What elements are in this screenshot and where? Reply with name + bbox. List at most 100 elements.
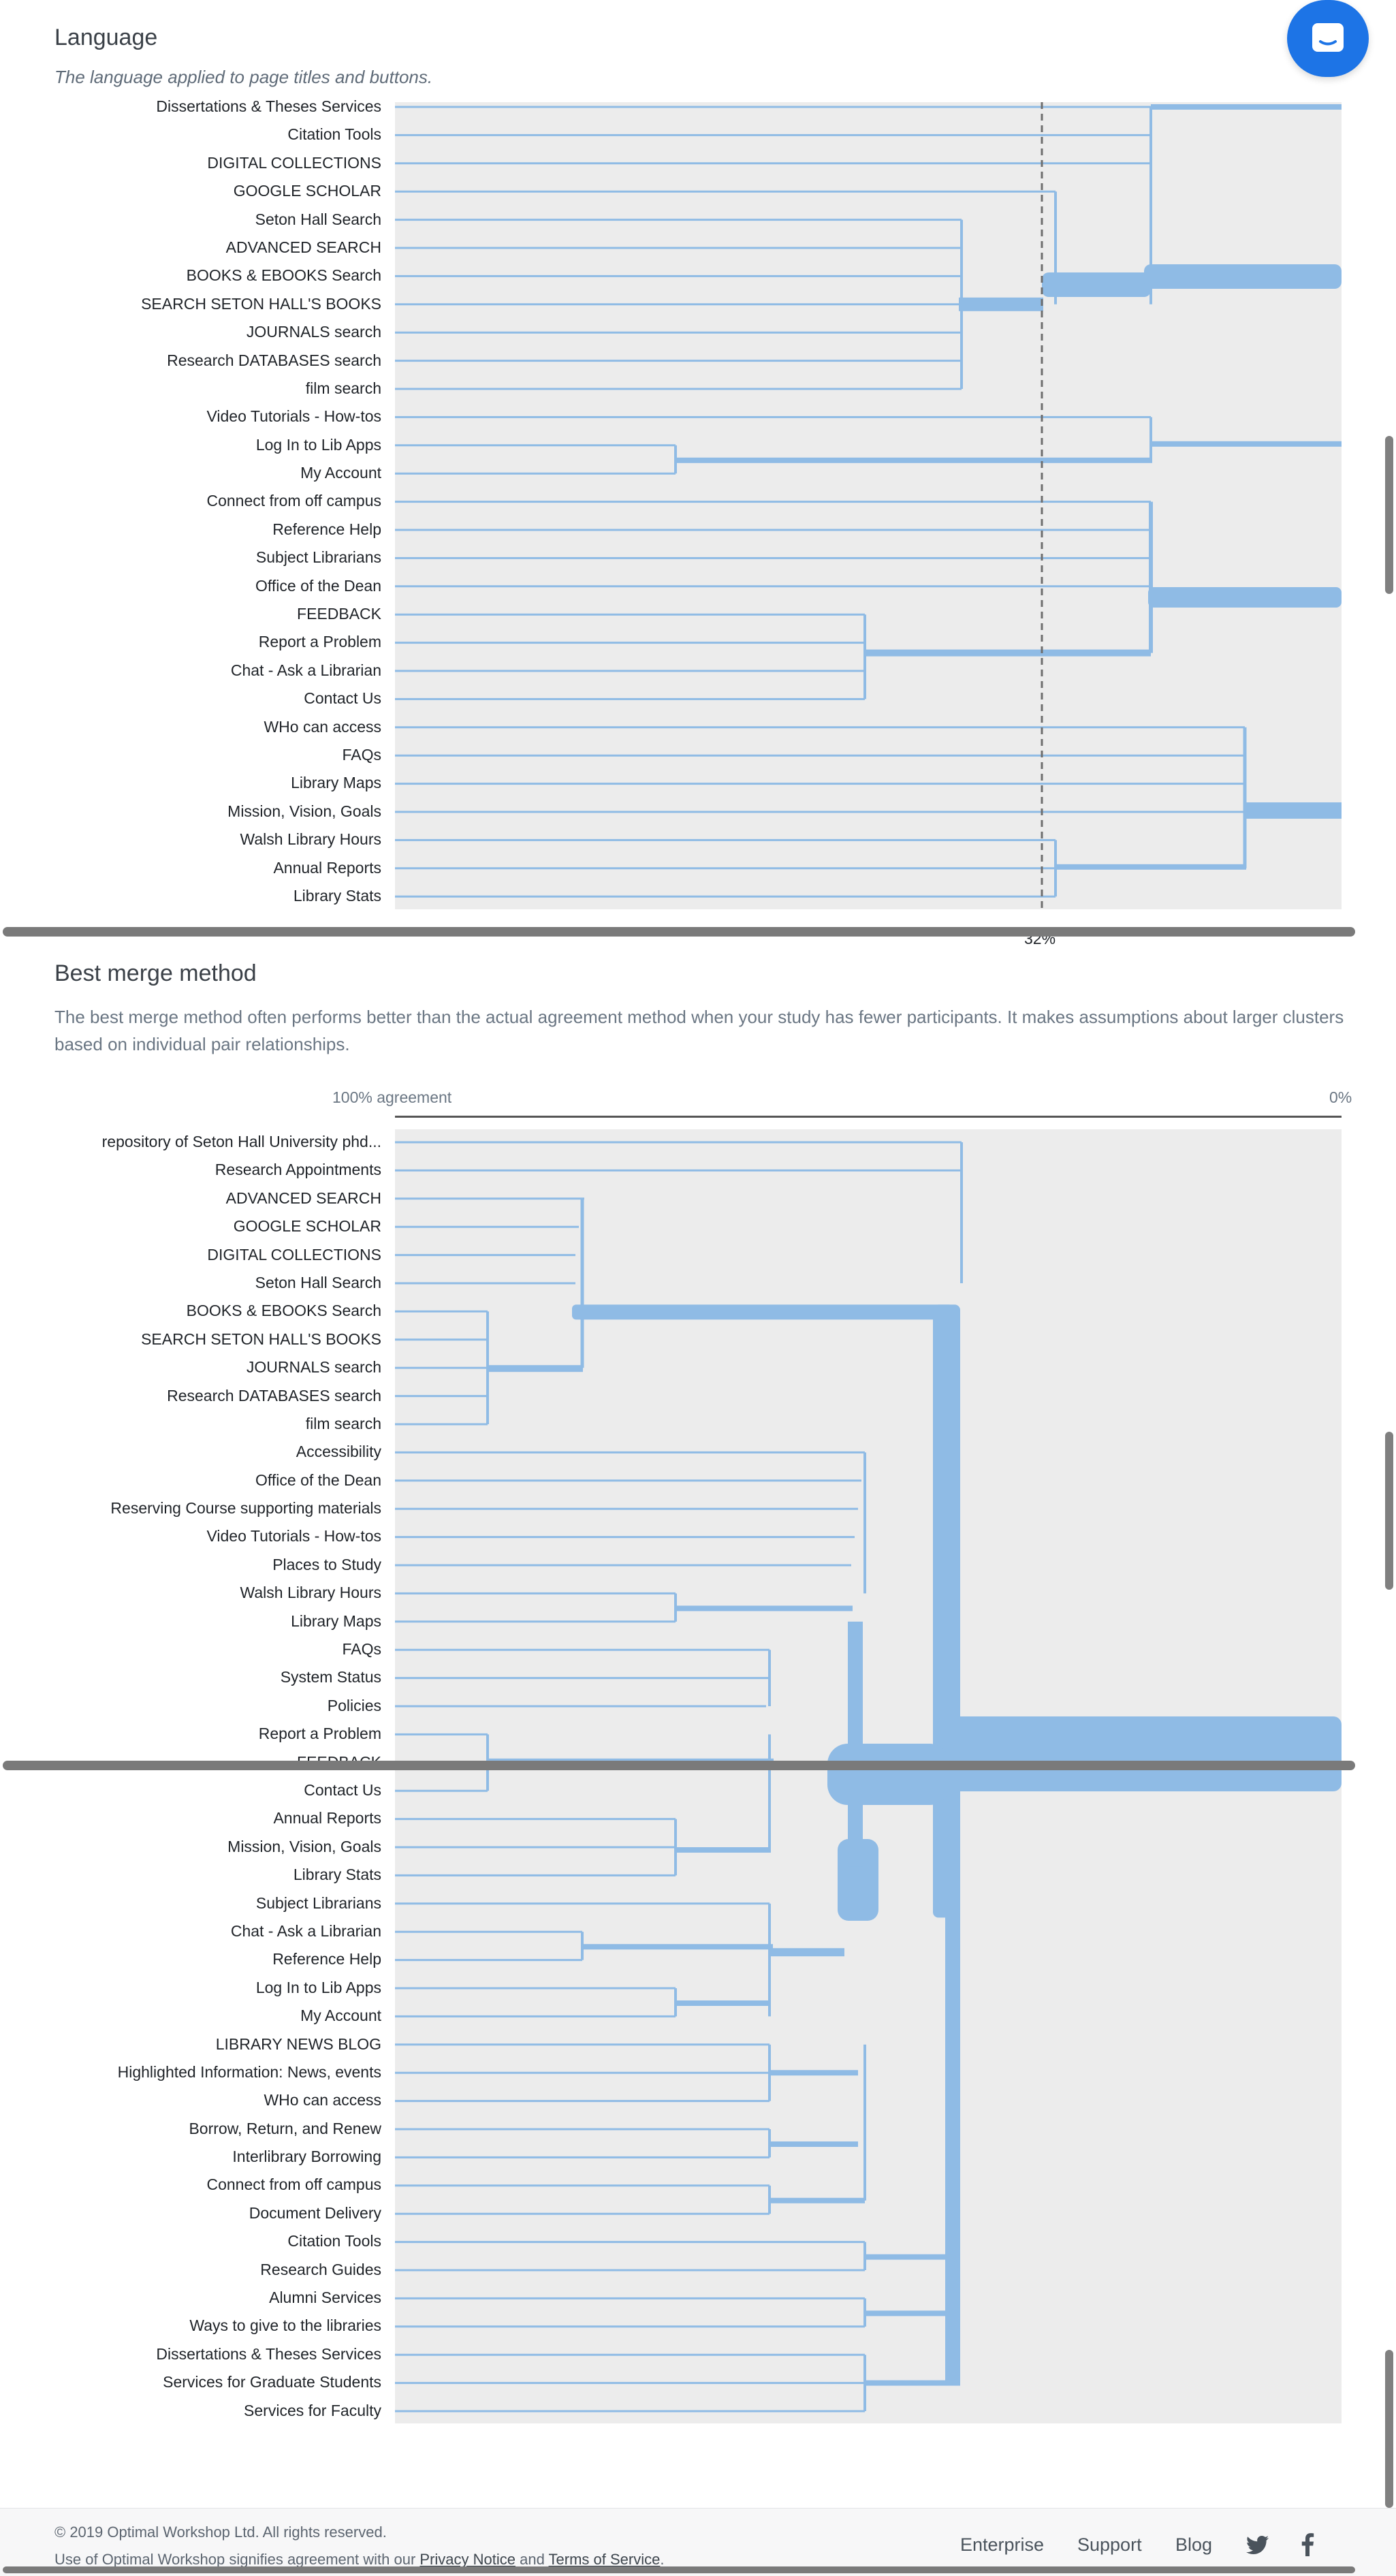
best-merge-item-label: Log In to Lib Apps (255, 1978, 381, 1996)
language-item-label: Connect from off campus (206, 492, 381, 510)
best-merge-item-label: System Status (280, 1668, 381, 1686)
best-merge-item-label: Services for Faculty (244, 2401, 381, 2419)
best-merge-item-label: DIGITAL COLLECTIONS (207, 1245, 381, 1263)
best-merge-item-label: repository of Seton Hall University phd.… (101, 1133, 381, 1150)
footer-link-blog[interactable]: Blog (1175, 2534, 1213, 2555)
copyright-text: © 2019 Optimal Workshop Ltd. All rights … (54, 2524, 387, 2541)
best-merge-item-label: Chat - Ask a Librarian (230, 1921, 381, 1940)
best-merge-item-label: Document Delivery (249, 2203, 381, 2222)
best-merge-item-label: Citation Tools (287, 2232, 381, 2250)
cluster-bar (1148, 587, 1342, 608)
best-merge-item-label: Services for Graduate Students (163, 2373, 381, 2391)
axis-right-label: 0% (1329, 1088, 1352, 1106)
language-item-label: WHo can access (264, 717, 381, 736)
facebook-icon[interactable] (1301, 2533, 1314, 2556)
chat-button[interactable] (1287, 0, 1369, 77)
best-merge-item-label: Interlibrary Borrowing (232, 2148, 381, 2166)
language-item-label: Reference Help (272, 520, 381, 538)
vertical-scrollbar-1[interactable] (1385, 436, 1393, 594)
language-item-label: Walsh Library Hours (240, 830, 381, 849)
best-merge-item-label: Report a Problem (258, 1725, 381, 1743)
vertical-scrollbar-3[interactable] (1385, 2350, 1393, 2508)
language-dendrogram (395, 102, 1342, 909)
best-merge-item-label: Borrow, Return, and Renew (189, 2119, 381, 2137)
privacy-link[interactable]: Privacy Notice (419, 2551, 515, 2568)
cluster-bar (865, 2254, 953, 2260)
best-merge-item-label: Highlighted Information: News, events (117, 2062, 381, 2081)
best-merge-title: Best merge method (54, 960, 257, 986)
legal-and: and (515, 2551, 549, 2568)
cluster-bar (488, 1365, 583, 1372)
language-item-labels: Dissertations & Theses Services Citation … (141, 93, 381, 910)
best-merge-item-label: Office of the Dean (255, 1471, 381, 1489)
language-item-label: ADVANCED SEARCH (225, 238, 381, 256)
cluster-bar (827, 1744, 950, 1805)
cluster-bar (1056, 864, 1246, 870)
cluster-bar (676, 2000, 771, 2006)
best-merge-item-label: GOOGLE SCHOLAR (233, 1217, 381, 1236)
vertical-scrollbar-2[interactable] (1385, 1432, 1393, 1590)
best-merge-item-label: Dissertations & Theses Services (156, 2344, 381, 2363)
language-item-label: Seton Hall Search (255, 210, 381, 228)
language-item-label: Subject Librarians (255, 548, 381, 567)
best-merge-item-label: Contact Us (304, 1780, 381, 1799)
footer-link-enterprise[interactable]: Enterprise (960, 2534, 1045, 2555)
language-item-label: Mission, Vision, Goals (227, 802, 381, 820)
horizontal-scrollbar[interactable] (3, 927, 1355, 937)
language-title: Language (54, 25, 158, 50)
language-item-label: SEARCH SETON HALL'S BOOKS (141, 294, 381, 313)
best-merge-item-label: Accessibility (296, 1443, 381, 1461)
cluster-bar (865, 649, 1151, 657)
language-plot-area (395, 102, 1342, 909)
best-merge-item-label: Video Tutorials - How-tos (206, 1527, 381, 1545)
best-merge-item-labels: repository of Seton Hall University phd.… (102, 1128, 381, 2425)
best-merge-item-label: Walsh Library Hours (240, 1584, 381, 1602)
language-item-label: GOOGLE SCHOLAR (233, 182, 381, 200)
best-merge-description: The best merge method often performs bet… (54, 1007, 1344, 1054)
legal-period: . (660, 2551, 665, 2568)
cluster-bar (676, 1605, 853, 1612)
best-merge-item-label: FAQs (342, 1640, 381, 1659)
footer-link-support[interactable]: Support (1077, 2534, 1142, 2555)
cluster-bar (770, 1948, 844, 1957)
axis-line (395, 1116, 1342, 1118)
cluster-bar (572, 1304, 953, 1320)
cluster-bar (582, 1944, 773, 1950)
cluster-bar (937, 1716, 1342, 1791)
cluster-bar (676, 457, 1152, 463)
best-merge-item-label: Connect from off campus (206, 2176, 381, 2194)
terms-link[interactable]: Terms of Service (548, 2551, 661, 2568)
language-item-label: Research DATABASES search (167, 351, 381, 369)
best-merge-item-label: My Account (300, 2007, 381, 2025)
cluster-bar (676, 1847, 771, 1853)
best-merge-item-label: LIBRARY NEWS BLOG (215, 2035, 381, 2053)
legal-text: Use of Optimal Workshop signifies agreem… (54, 2551, 664, 2569)
cluster-bar (1151, 104, 1342, 110)
twitter-icon[interactable] (1246, 2536, 1269, 2555)
cluster-bar (865, 2310, 953, 2316)
language-item-label: Library Stats (293, 886, 381, 905)
horizontal-scrollbar-2[interactable] (3, 1761, 1355, 1770)
cluster-bar (865, 2380, 960, 2386)
cluster-bar (848, 1621, 863, 1867)
language-item-label: BOOKS & EBOOKS Search (186, 266, 381, 285)
language-item-label: DIGITAL COLLECTIONS (207, 153, 381, 172)
best-merge-item-label: Library Maps (291, 1612, 381, 1630)
language-item-label: film search (305, 379, 381, 397)
footer: © 2019 Optimal Workshop Ltd. All rights … (0, 2508, 1396, 2576)
best-merge-item-label: Research Appointments (215, 1161, 381, 1179)
best-merge-item-label: Alumni Services (269, 2289, 381, 2307)
best-merge-item-label: Subject Librarians (255, 1894, 381, 1912)
language-item-label: FEEDBACK (297, 605, 381, 623)
best-merge-item-label: Research Guides (260, 2260, 381, 2278)
language-item-label: Annual Reports (273, 858, 381, 877)
cluster-bar (933, 1304, 960, 1918)
language-item-label: My Account (300, 464, 381, 482)
horizontal-scrollbar-3[interactable] (3, 2566, 1355, 2573)
cluster-bar (1042, 272, 1151, 297)
best-merge-item-label: Annual Reports (273, 1809, 381, 1827)
best-merge-item-label: Seton Hall Search (255, 1273, 381, 1291)
best-merge-item-label: Places to Study (272, 1555, 381, 1573)
best-merge-item-label: Ways to give to the libraries (189, 2316, 381, 2335)
